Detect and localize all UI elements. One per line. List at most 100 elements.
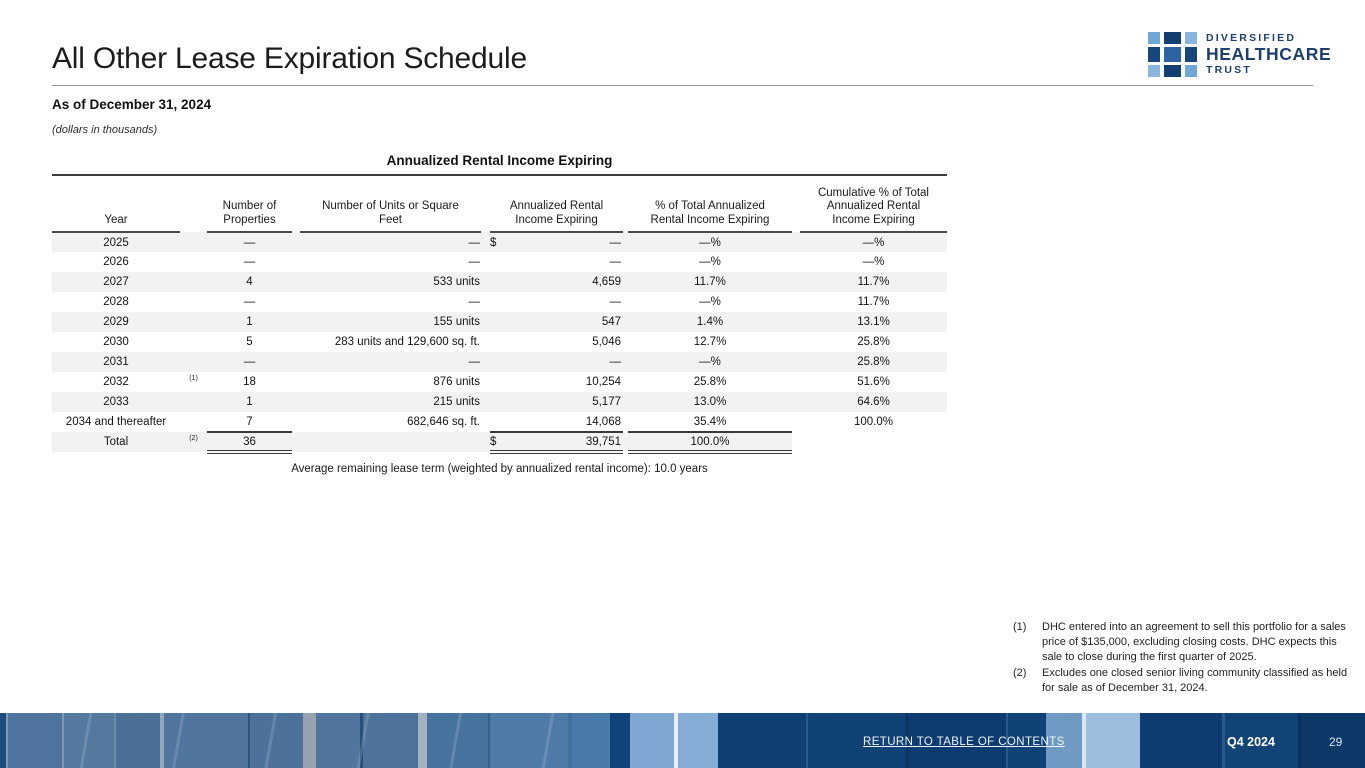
table-cell-units: — <box>300 232 481 252</box>
table-cell-spacer <box>292 412 300 432</box>
table-cell-spacer <box>481 252 490 272</box>
table-row: 2026 — — — —% —% <box>52 252 947 272</box>
table-cell-spacer <box>623 312 628 332</box>
table-cell-pct: 12.7% <box>693 336 727 348</box>
return-to-toc-link[interactable]: RETURN TO TABLE OF CONTENTS <box>863 736 1065 748</box>
table-cell-income: 14,068 <box>502 412 623 433</box>
table-cell-units: — <box>468 256 481 268</box>
table-group-header: Annualized Rental Income Expiring <box>52 152 947 176</box>
table-cell-spacer <box>292 232 300 252</box>
table-cell-dollar <box>490 392 502 412</box>
average-lease-term-note: Average remaining lease term (weighted b… <box>291 463 708 475</box>
table-cell-fn <box>180 392 207 412</box>
table-cell-props: — <box>243 296 256 308</box>
dhc-logo-text: DIVERSIFIED HEALTHCARE TRUST <box>1206 32 1331 77</box>
table-cell-year: 2032 <box>103 376 129 388</box>
table-cell-dollar: $ <box>490 432 502 454</box>
logo-line-healthcare: HEALTHCARE <box>1206 44 1332 64</box>
table-cell-units: 215 units <box>300 392 481 412</box>
table-row: 2027 4 533 units 4,659 11.7% 11.7% <box>52 272 947 292</box>
table-cell-pct: 1.4% <box>628 312 792 332</box>
table-cell-spacer <box>792 332 800 352</box>
table-cell-spacer <box>481 232 490 252</box>
footnote-marker: (2) <box>1013 666 1027 679</box>
table-cell-income: 547 <box>502 312 623 332</box>
table-cell-spacer <box>792 252 800 272</box>
table-cell-units <box>300 432 481 452</box>
table-cell-fn: (2) <box>180 432 207 452</box>
table-cell-cum: 11.7% <box>800 272 947 292</box>
table-cell-income: — <box>609 296 622 308</box>
table-cell-pct: —% <box>699 296 721 308</box>
table-cell-props: 36 <box>207 432 292 454</box>
table-cell-dollar <box>490 412 502 433</box>
table-cell-units: 155 units <box>300 312 481 332</box>
table-row: 2032 (1) 18 876 units 10,254 25.8% 51.6% <box>52 372 947 392</box>
table-cell-fn <box>180 252 207 272</box>
footnote-item: (1) DHC entered into an agreement to sell… <box>1013 620 1354 666</box>
table-cell-spacer <box>792 272 800 292</box>
logo-square-icon <box>1148 65 1160 77</box>
table-cell-dollar <box>490 252 502 272</box>
title-divider <box>52 85 1313 86</box>
table-cell-pct: —% <box>628 232 792 252</box>
table-cell-spacer <box>792 352 800 372</box>
table-cell-spacer <box>481 392 490 412</box>
table-cell-cum: 51.6% <box>857 376 890 388</box>
table-body: 2025— — $ — —% —% 2026— — — —% —% 2027 4 533 units 4,6… <box>52 232 947 454</box>
table-cell-income: 39,751 <box>502 432 623 454</box>
table-cell-dollar <box>490 332 502 352</box>
table-cell-pct: —% <box>699 256 721 268</box>
table-cell-spacer <box>292 292 300 312</box>
table-cell-spacer <box>481 332 490 352</box>
as-of-date: As of December 31, 2024 <box>52 97 212 112</box>
table-cell-income: 5,177 <box>502 392 623 412</box>
table-cell-spacer <box>481 352 490 372</box>
table-cell-income: 4,659 <box>502 272 623 292</box>
table-row: 2033 1 215 units 5,177 13.0% 64.6% <box>52 392 947 412</box>
table-cell-year: 2034 and thereafter <box>65 416 167 428</box>
table-cell-props: 5 <box>246 336 253 348</box>
table-cell-fn <box>180 292 207 312</box>
column-header-spacer <box>180 176 207 232</box>
table-cell-spacer <box>292 332 300 352</box>
table-cell-spacer <box>792 392 800 412</box>
column-header-year: Year <box>52 176 180 233</box>
table-cell-fn <box>180 352 207 372</box>
table-cell-year: 2031 <box>52 352 180 372</box>
table-cell-income: — <box>609 256 622 268</box>
table-cell-units: 876 units <box>433 376 480 388</box>
table-cell-fn <box>180 312 207 332</box>
logo-square-icon <box>1185 65 1197 77</box>
dhc-logo: DIVERSIFIED HEALTHCARE TRUST <box>1148 32 1331 77</box>
table-cell-spacer <box>481 372 490 392</box>
table-cell-props: 18 <box>243 376 256 388</box>
table-cell-dollar <box>490 352 502 372</box>
footnote-text: Excludes one closed senior living commun… <box>1042 666 1348 694</box>
table-cell-year: 2025 <box>52 232 180 252</box>
table-cell-year: 2033 <box>52 392 180 412</box>
table-cell-pct: 100.0% <box>628 432 792 454</box>
table-cell-spacer <box>792 412 800 432</box>
table-cell-cum: 100.0% <box>853 416 893 428</box>
table-cell-props: 1 <box>207 392 292 412</box>
table-cell-pct: 11.7% <box>628 272 792 292</box>
table-cell-spacer <box>481 292 490 312</box>
logo-line-trust: TRUST <box>1206 64 1252 76</box>
table-cell-cum: 25.8% <box>857 336 890 348</box>
table-row: 2031— — — —% 25.8% <box>52 352 947 372</box>
table-cell-year: 2030 <box>103 336 129 348</box>
table-cell-spacer <box>623 432 628 452</box>
table-cell-fn <box>180 412 207 432</box>
table-row: 2029 1 155 units 547 1.4% 13.1% <box>52 312 947 332</box>
table-cell-props: — <box>243 256 256 268</box>
table-cell-props: — <box>207 232 292 252</box>
table-cell-spacer <box>623 392 628 412</box>
lease-table: Year Number of Properties Number of Unit… <box>52 176 947 454</box>
page-number: 29 <box>1329 735 1343 749</box>
table-row: 2034 and thereafter 7 682,646 sq. ft. 14,06… <box>52 412 947 433</box>
table-cell-year: 2027 <box>52 272 180 292</box>
table-cell-fn <box>180 272 207 292</box>
table-cell-cum: 11.7% <box>857 296 890 308</box>
